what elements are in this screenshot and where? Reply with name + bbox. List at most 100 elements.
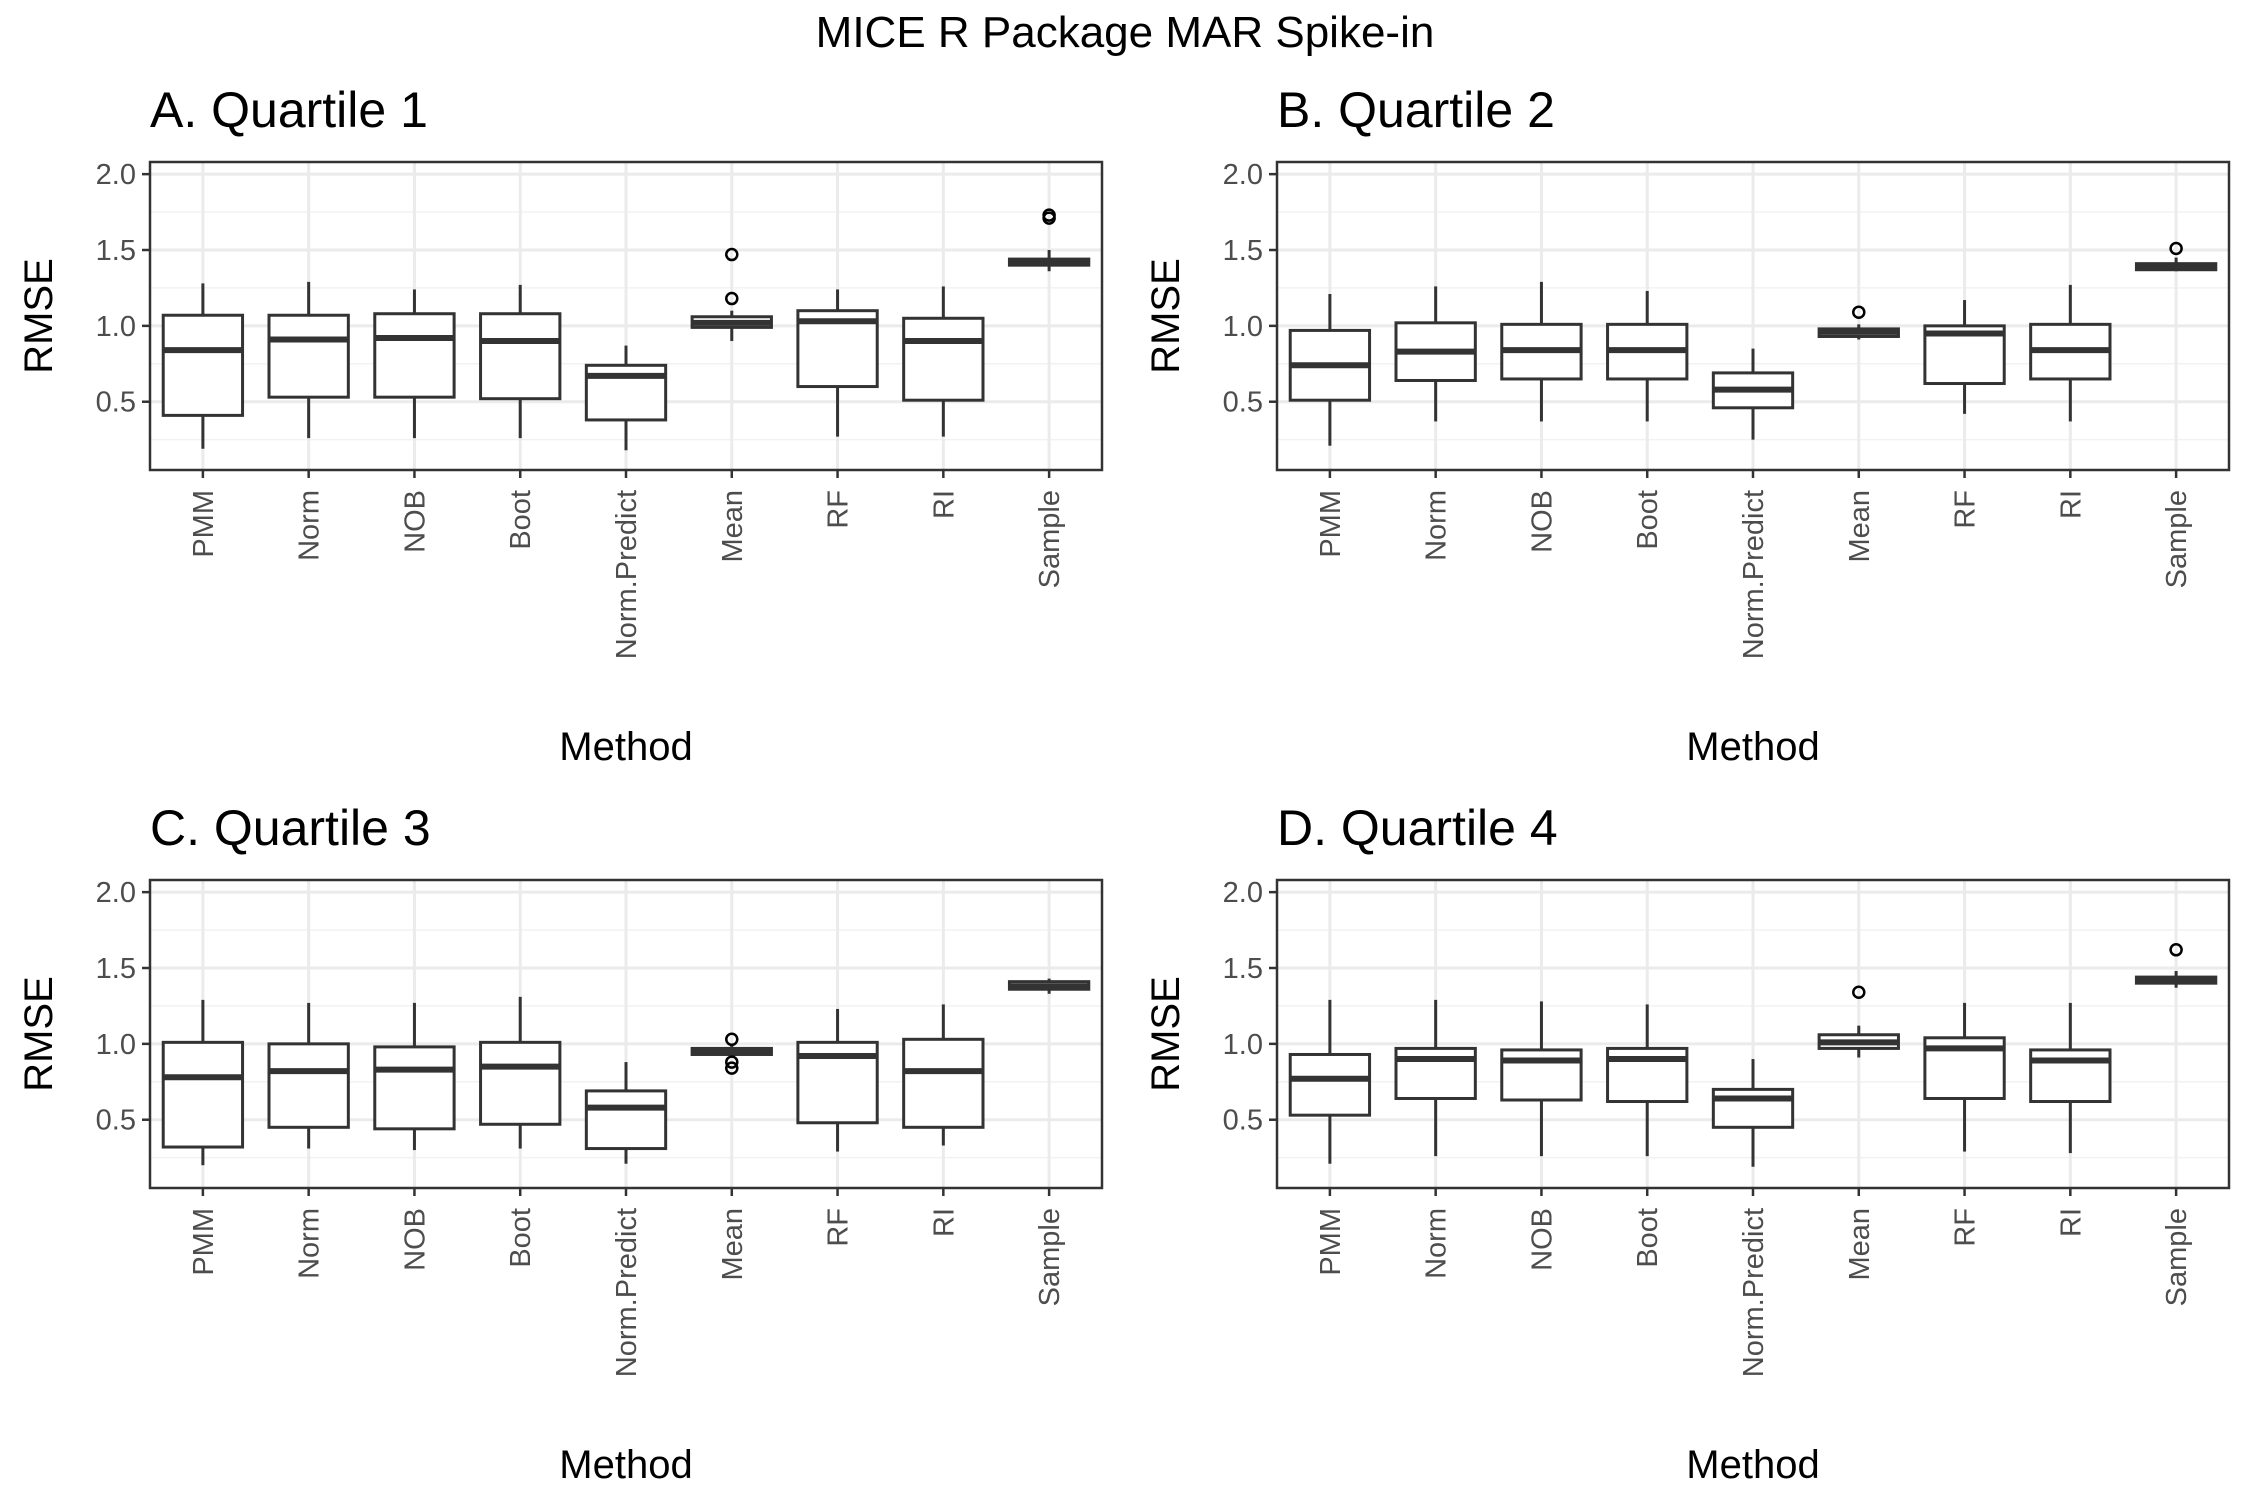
x-tick-label: PMM [1315,490,1347,558]
panel-title: D. Quartile 4 [1277,800,1558,856]
outlier-point [2169,943,2183,957]
x-tick-label: Boot [505,490,537,550]
box-iqr [1394,1046,1477,1100]
x-tick-label: Norm [294,490,326,561]
x-tick-label: Norm.Predict [1738,490,1770,659]
box-norm-predict [1711,348,1795,440]
x-tick-label: Boot [1632,1208,1664,1268]
box-sample [1007,208,1091,272]
outlier-point [1042,208,1056,222]
x-tick-label: Norm [294,1208,326,1279]
outlier-point [725,1055,739,1069]
chart-panel: 0.5 1.0 1.5 2.0 PMM Norm NOB Boot Norm.Predict Me… [1144,82,2231,769]
x-tick-label: PMM [188,1208,220,1276]
x-axis-title: Method [1686,725,1819,769]
x-tick-label: RF [1950,490,1982,529]
box-ri [2029,1002,2112,1154]
x-tick-label: PMM [1315,1208,1347,1276]
box-mean [1817,985,1900,1058]
box-sample [2134,943,2218,988]
y-tick-label: 0.5 [1223,387,1263,419]
x-tick-label: RF [1950,1208,1982,1247]
y-tick-label: 1.0 [96,311,136,343]
box-rf [1923,300,2006,414]
box-norm-predict [584,345,668,451]
y-tick-label: 1.5 [1223,235,1263,267]
x-tick-label: RI [928,1208,960,1237]
box-boot [479,284,562,439]
box-ri [902,1004,985,1146]
y-tick-label: 2.0 [1223,877,1263,909]
y-axis-title: RMSE [17,976,61,1092]
figure-title: MICE R Package MAR Spike-in [815,8,1435,57]
box-mean [690,1032,773,1075]
box-iqr [1288,1052,1372,1117]
figure-header: MICE R Package MAR Spike-in [0,0,2250,70]
outlier-point [725,1032,739,1047]
x-tick-label: Norm [1421,490,1453,561]
box-mean [1817,305,1900,340]
y-tick-label: 2.0 [96,877,136,909]
x-tick-label: Sample [1034,1208,1066,1306]
box-norm [267,1002,350,1149]
box-nob [373,1002,456,1151]
outlier-point [1852,305,1866,319]
x-tick-label: Norm [1421,1208,1453,1279]
outlier-point [725,247,739,262]
box-iqr [584,1089,668,1151]
box-ri [902,286,985,437]
panel-title: B. Quartile 2 [1277,82,1555,138]
x-tick-label: RF [823,490,855,529]
box-boot [1606,290,1689,422]
box-iqr [267,313,350,399]
box-iqr [902,316,985,402]
x-tick-label: Sample [1034,490,1066,588]
box-norm [267,281,350,439]
x-tick-label: Sample [2161,1208,2193,1306]
box-mean [690,247,773,342]
box-boot [479,996,562,1149]
x-tick-label: Norm.Predict [611,490,643,659]
y-tick-label: 0.5 [1223,1105,1263,1137]
box-iqr [373,1045,456,1131]
y-tick-label: 1.0 [1223,1029,1263,1061]
x-tick-label: Boot [1632,490,1664,550]
box-iqr [1500,1048,1583,1102]
x-tick-label: NOB [1526,1208,1558,1271]
outlier-point [1852,985,1866,1000]
x-tick-label: Mean [1844,490,1876,563]
box-iqr [373,312,456,399]
box-nob [1500,1001,1583,1157]
x-tick-label: Norm.Predict [1738,1208,1770,1377]
panel-title: A. Quartile 1 [150,82,428,138]
box-iqr [1711,1087,1795,1129]
box-norm [1394,286,1477,422]
y-axis-title: RMSE [1144,976,1188,1092]
x-tick-label: Boot [505,1208,537,1268]
panel-title: C. Quartile 3 [150,800,431,856]
outlier-point [725,291,739,306]
y-tick-label: 2.0 [1223,159,1263,191]
x-tick-label: Sample [2161,490,2193,588]
chart-panel: 0.5 1.0 1.5 2.0 PMM Norm NOB Boot Norm.Predict Me… [17,800,1104,1487]
box-sample [2134,241,2218,272]
box-iqr [902,1037,985,1129]
box-pmm [1288,294,1372,446]
y-tick-label: 0.5 [96,1105,136,1137]
x-tick-label: NOB [1526,490,1558,553]
box-iqr [161,1040,245,1149]
y-tick-label: 1.5 [96,235,136,267]
y-tick-label: 2.0 [96,159,136,191]
outlier-point [2169,241,2183,256]
outlier-point [725,1061,739,1075]
y-tick-label: 1.0 [96,1029,136,1061]
x-tick-label: PMM [188,490,220,558]
y-axis-title: RMSE [1144,258,1188,374]
x-tick-label: RF [823,1208,855,1247]
x-axis-title: Method [1686,1443,1819,1487]
y-axis-title: RMSE [17,258,61,374]
box-iqr [479,312,562,401]
box-pmm [1288,999,1372,1164]
x-axis-title: Method [559,725,692,769]
